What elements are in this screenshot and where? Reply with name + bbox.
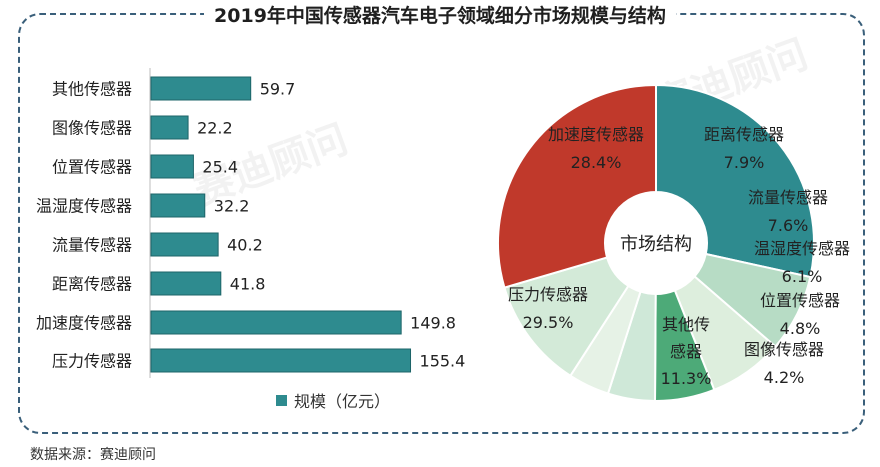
donut-slice: [655, 83, 815, 279]
value-label: 32.2: [214, 197, 250, 216]
value-label: 22.2: [197, 119, 233, 138]
value-label: 59.7: [260, 80, 296, 99]
slice-value-label: 4.2%: [764, 368, 805, 387]
category-label: 压力传感器: [52, 352, 132, 371]
bar: [150, 232, 219, 257]
bar: [150, 76, 252, 101]
bar: [150, 154, 194, 179]
slice-label: 位置传感器: [760, 291, 840, 310]
bar: [150, 348, 412, 373]
value-label: 155.4: [420, 352, 466, 371]
category-label: 位置传感器: [52, 158, 132, 177]
value-label: 25.4: [202, 158, 238, 177]
slice-label: 图像传感器: [744, 340, 824, 359]
donut-center-label: 市场结构: [620, 234, 692, 255]
slice-label: 加速度传感器: [548, 125, 644, 144]
category-label: 其他传感器: [52, 80, 132, 99]
slice-label: 感器: [670, 342, 702, 361]
slice-value-label: 7.6%: [768, 216, 809, 235]
slice-value-label: 29.5%: [523, 313, 574, 332]
slice-value-label: 7.9%: [724, 153, 765, 172]
category-label: 流量传感器: [52, 236, 132, 255]
slice-label: 其他传: [662, 315, 710, 334]
bar: [150, 193, 206, 218]
data-source: 数据来源：赛迪顾问: [30, 447, 156, 463]
bar: [150, 310, 402, 335]
slice-label: 温湿度传感器: [754, 239, 850, 258]
bar-legend: 规模（亿元）: [276, 388, 390, 412]
slice-value-label: 28.4%: [571, 153, 622, 172]
bar: [150, 271, 222, 296]
slice-label: 流量传感器: [748, 188, 828, 207]
category-label: 距离传感器: [52, 275, 132, 294]
category-label: 加速度传感器: [36, 314, 132, 333]
value-label: 40.2: [227, 236, 263, 255]
donut-slice: [497, 83, 657, 289]
legend-swatch: [276, 394, 287, 406]
slice-label: 压力传感器: [508, 285, 588, 304]
slice-value-label: 6.1%: [782, 267, 823, 286]
chart-title: 2019年中国传感器汽车电子领域细分市场规模与结构: [204, 5, 676, 27]
legend-label: 规模（亿元）: [294, 392, 391, 411]
value-label: 149.8: [410, 314, 456, 333]
chart-title-wrap: 2019年中国传感器汽车电子领域细分市场规模与结构: [0, 2, 880, 30]
slice-value-label: 11.3%: [661, 369, 712, 388]
slice-value-label: 4.8%: [780, 319, 821, 338]
category-label: 温湿度传感器: [36, 197, 132, 216]
category-label: 图像传感器: [52, 119, 132, 138]
bar: [150, 115, 189, 140]
value-label: 41.8: [230, 275, 266, 294]
slice-label: 距离传感器: [704, 125, 784, 144]
